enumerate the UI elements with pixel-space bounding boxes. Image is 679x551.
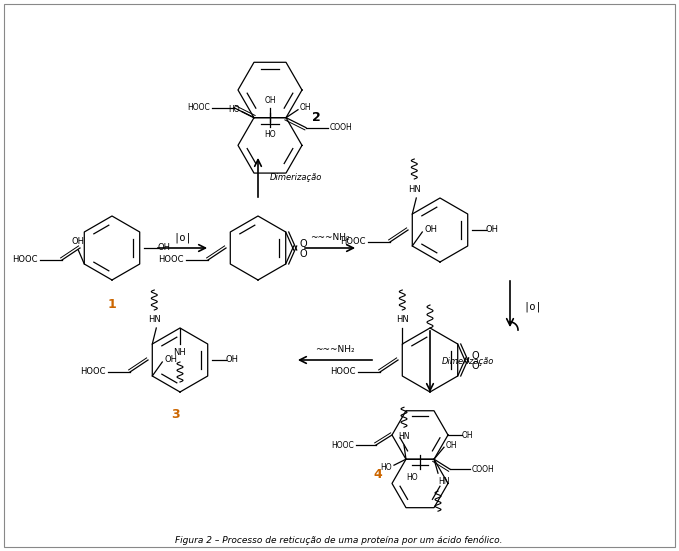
Text: HN: HN — [399, 432, 409, 441]
Text: HO: HO — [264, 131, 276, 139]
Text: Dimerização: Dimerização — [270, 174, 323, 182]
Text: HOOC: HOOC — [158, 256, 184, 264]
Text: 1: 1 — [108, 298, 116, 311]
Text: HOOC: HOOC — [12, 256, 38, 264]
Text: COOH: COOH — [472, 464, 495, 474]
Text: 4: 4 — [373, 468, 382, 480]
Text: OH: OH — [158, 244, 171, 252]
Text: HOOC: HOOC — [81, 368, 106, 376]
Text: OH: OH — [226, 355, 239, 365]
Text: HN: HN — [396, 315, 409, 324]
Text: HOOC: HOOC — [331, 440, 354, 450]
Text: |o|: |o| — [523, 302, 542, 312]
Text: OH: OH — [462, 430, 474, 440]
Text: HN: HN — [408, 185, 421, 194]
Text: OH: OH — [446, 441, 458, 450]
Text: 3: 3 — [170, 408, 179, 421]
Text: HO: HO — [406, 473, 418, 483]
Text: NH: NH — [174, 348, 186, 357]
Text: HN: HN — [148, 315, 161, 324]
Text: HOOC: HOOC — [331, 368, 356, 376]
Text: O: O — [472, 351, 479, 361]
Text: OH: OH — [486, 225, 499, 235]
Text: O: O — [472, 361, 479, 371]
Text: COOH: COOH — [330, 123, 353, 132]
Text: HO: HO — [228, 105, 240, 114]
Text: HN: HN — [438, 477, 449, 486]
Text: OH: OH — [72, 237, 85, 246]
Text: Figura 2 – Processo de reticução de uma proteína por um ácido fenólico.: Figura 2 – Processo de reticução de uma … — [175, 536, 502, 545]
Text: ~~~NH₂: ~~~NH₂ — [310, 234, 350, 242]
Text: Dimerização: Dimerização — [442, 358, 494, 366]
Text: O: O — [299, 239, 308, 249]
Text: O: O — [299, 249, 308, 259]
Text: HOOC: HOOC — [340, 237, 366, 246]
Text: 2: 2 — [312, 111, 320, 124]
Text: OH: OH — [264, 96, 276, 105]
Text: HOOC: HOOC — [187, 103, 210, 112]
Text: |o|: |o| — [174, 233, 192, 243]
Text: HO: HO — [380, 463, 392, 472]
Text: OH: OH — [300, 103, 312, 112]
Text: OH: OH — [164, 355, 177, 365]
Text: OH: OH — [424, 225, 437, 235]
Text: ~~~NH₂: ~~~NH₂ — [315, 345, 355, 354]
